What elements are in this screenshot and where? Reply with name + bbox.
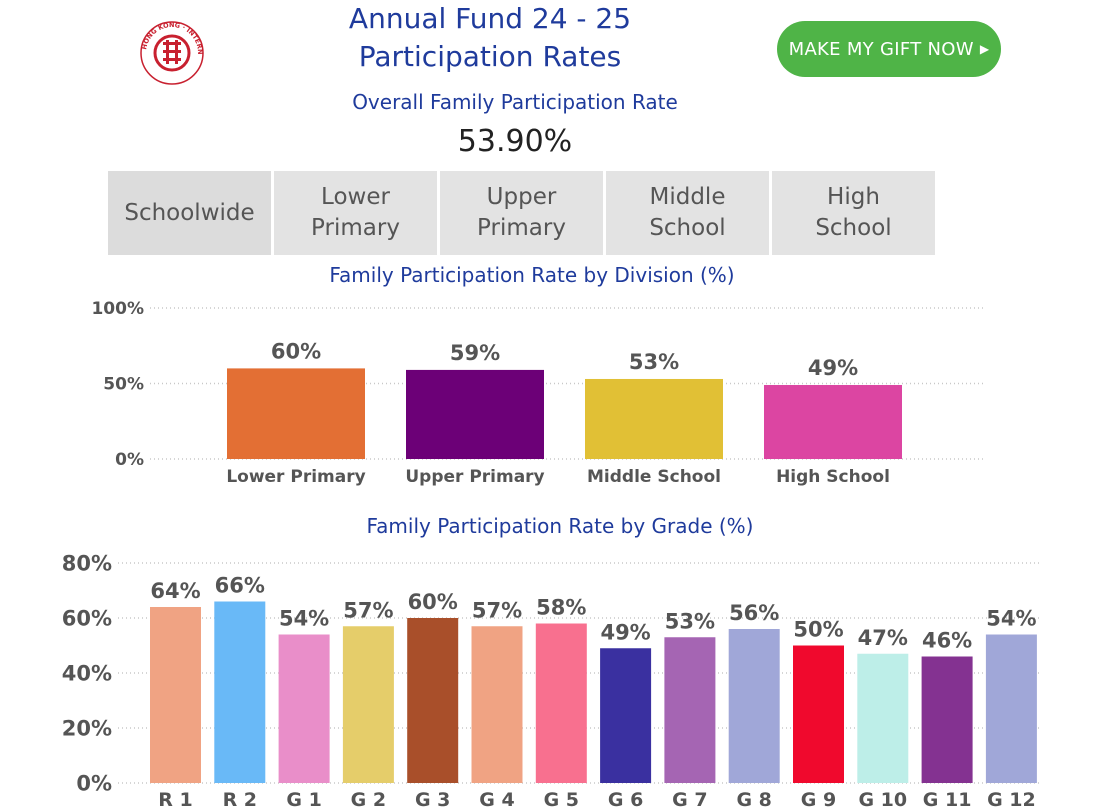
data-label: 64% <box>150 579 200 603</box>
x-tick-label: G 1 <box>286 789 321 808</box>
overall-rate-value: 53.90% <box>457 124 573 159</box>
y-tick-label: 0% <box>76 771 112 795</box>
bar <box>471 626 523 783</box>
x-tick-label: G 8 <box>736 789 771 808</box>
bar <box>342 626 394 783</box>
bar <box>921 656 973 783</box>
x-tick-label: R 1 <box>158 789 192 808</box>
data-label: 59% <box>450 341 500 365</box>
data-label: 58% <box>536 596 586 620</box>
y-tick-label: 0% <box>115 450 144 470</box>
bar <box>985 634 1037 783</box>
data-label: 56% <box>729 601 779 625</box>
data-label: 49% <box>808 356 858 380</box>
gift-button-label: MAKE MY GIFT NOW <box>788 38 974 60</box>
bar <box>214 601 266 783</box>
bar <box>664 637 716 783</box>
data-label: 53% <box>665 609 715 633</box>
x-tick-label: Upper Primary <box>405 467 544 487</box>
bar <box>278 634 330 783</box>
bar <box>764 385 902 459</box>
data-label: 54% <box>986 607 1036 631</box>
x-tick-label: G 6 <box>608 789 643 808</box>
data-label: 57% <box>343 598 393 622</box>
tab-middle-school[interactable]: Middle School <box>606 171 769 255</box>
x-tick-label: G 9 <box>801 789 836 808</box>
x-tick-label: Middle School <box>587 467 721 487</box>
x-tick-label: G 2 <box>351 789 386 808</box>
x-tick-label: High School <box>776 467 890 487</box>
x-tick-label: G 4 <box>479 789 514 808</box>
data-label: 60% <box>271 339 321 363</box>
play-arrow-icon: ▶ <box>979 42 990 56</box>
division-chart-title: Family Participation Rate by Division (%… <box>329 263 735 287</box>
x-tick-label: Lower Primary <box>226 467 365 487</box>
tab-high-school[interactable]: High School <box>772 171 935 255</box>
school-logo: HONG KONG · INTERNATIONAL · SCHOOL <box>133 14 204 85</box>
data-label: 49% <box>600 620 650 644</box>
y-tick-label: 80% <box>62 551 112 575</box>
bar <box>535 623 587 783</box>
data-label: 54% <box>279 607 329 631</box>
tab-lower-primary[interactable]: Lower Primary <box>274 171 437 255</box>
y-tick-label: 60% <box>62 606 112 630</box>
data-label: 66% <box>215 574 265 598</box>
data-label: 60% <box>408 590 458 614</box>
bar <box>585 378 723 459</box>
x-tick-label: R 2 <box>223 789 257 808</box>
page-title: Annual Fund 24 - 25 Participation Rates <box>290 0 690 76</box>
grade-chart-title: Family Participation Rate by Grade (%) <box>366 514 754 538</box>
y-tick-label: 20% <box>62 716 112 740</box>
x-tick-label: G 12 <box>987 789 1036 808</box>
bar <box>857 653 909 783</box>
data-label: 46% <box>922 629 972 653</box>
y-tick-label: 40% <box>62 661 112 685</box>
overall-rate-label: Overall Family Participation Rate <box>352 90 678 114</box>
title-line-1: Annual Fund 24 - 25 <box>348 2 632 35</box>
x-tick-label: G 5 <box>544 789 579 808</box>
bar <box>227 368 365 459</box>
x-tick-label: G 11 <box>923 789 972 808</box>
data-label: 53% <box>629 350 679 374</box>
bar <box>793 645 844 783</box>
y-tick-label: 50% <box>103 374 144 394</box>
bar <box>728 629 780 783</box>
data-label: 47% <box>858 626 908 650</box>
bar <box>406 369 544 459</box>
data-label: 50% <box>793 618 843 642</box>
make-my-gift-now-button[interactable]: MAKE MY GIFT NOW ▶ <box>777 21 1001 77</box>
tab-schoolwide[interactable]: Schoolwide <box>108 171 271 255</box>
bar <box>600 648 652 783</box>
data-label: 57% <box>472 598 522 622</box>
bar <box>150 607 201 783</box>
y-tick-label: 100% <box>91 299 144 319</box>
bar <box>407 618 459 783</box>
x-tick-label: G 3 <box>415 789 450 808</box>
x-tick-label: G 10 <box>858 789 907 808</box>
tab-upper-primary[interactable]: Upper Primary <box>440 171 603 255</box>
x-tick-label: G 7 <box>672 789 707 808</box>
title-line-2: Participation Rates <box>358 40 622 73</box>
